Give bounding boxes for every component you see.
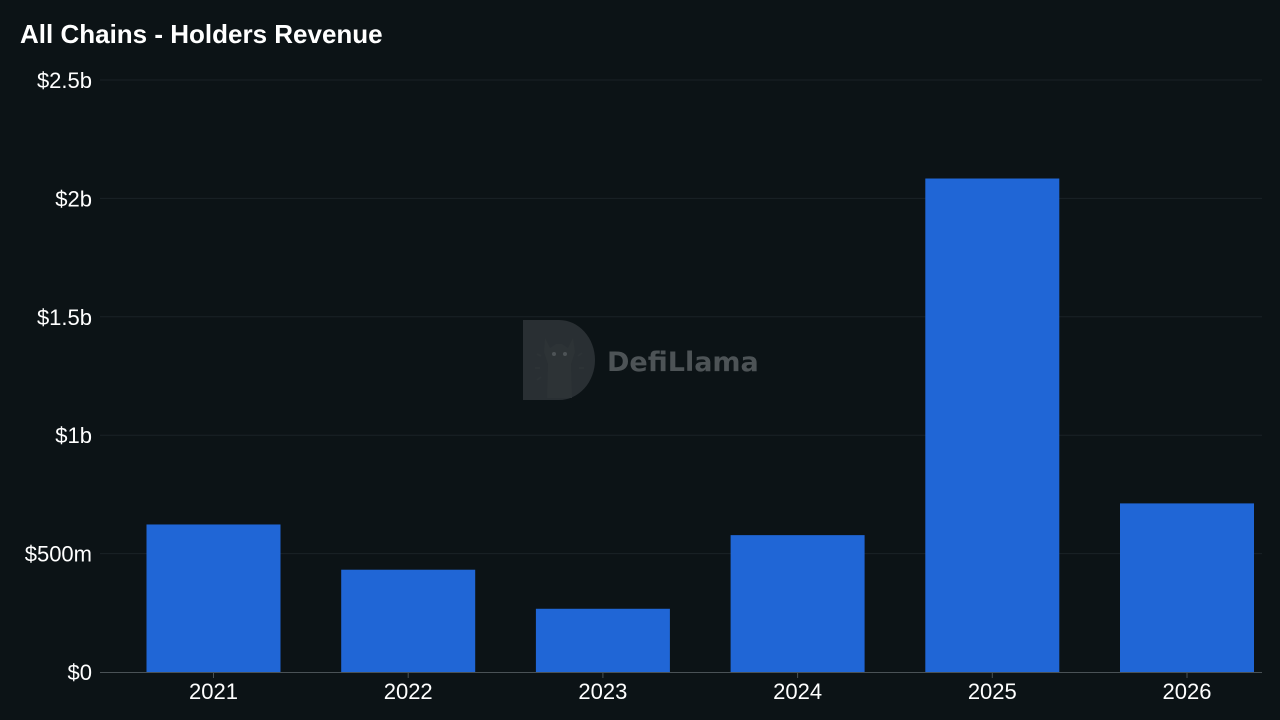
bar-2024[interactable]	[730, 535, 865, 672]
bar-2023[interactable]	[535, 608, 670, 672]
x-tick-label: 2022	[384, 679, 433, 704]
y-tick-label: $2b	[55, 186, 92, 211]
bar-2025[interactable]	[925, 178, 1060, 673]
x-tick-label: 2024	[773, 679, 822, 704]
grid-lines	[100, 79, 1262, 555]
bar-2022[interactable]	[341, 569, 476, 672]
bars	[146, 178, 1254, 673]
y-tick-label: $0	[68, 660, 92, 685]
bar-2026[interactable]	[1120, 503, 1254, 672]
llama-logo-icon	[523, 320, 595, 400]
watermark-text: DefiLlama	[607, 347, 759, 378]
y-tick-label: $500m	[25, 542, 92, 567]
x-tick-label: 2026	[1163, 679, 1212, 704]
x-axis-ticks: 2021 2022 2023 2024 2025 2026	[189, 672, 1211, 704]
x-tick-label: 2021	[189, 679, 238, 704]
x-tick-label: 2025	[968, 679, 1017, 704]
chart-title: All Chains - Holders Revenue	[20, 19, 383, 49]
watermark: DefiLlama	[523, 320, 759, 400]
y-tick-label: $1b	[55, 423, 92, 448]
x-tick-label: 2023	[578, 679, 627, 704]
y-tick-label: $1.5b	[37, 305, 92, 330]
y-axis-ticks: $0 $500m $1b $1.5b $2b $2.5b	[25, 68, 92, 685]
bar-2021[interactable]	[146, 524, 281, 672]
y-tick-label: $2.5b	[37, 68, 92, 93]
